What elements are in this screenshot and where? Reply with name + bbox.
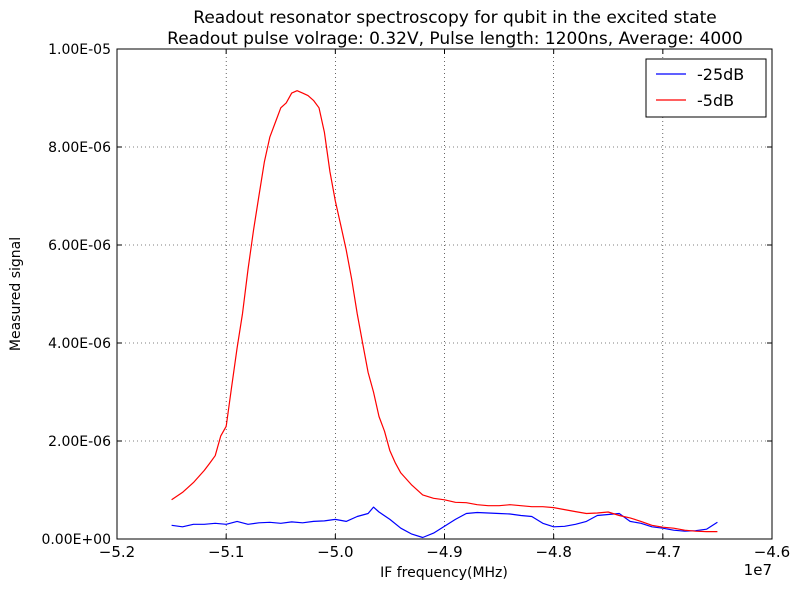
x-tick-label: −5.0 <box>317 543 353 561</box>
legend-label-5db: -5dB <box>697 91 734 110</box>
series-lines <box>171 90 718 539</box>
x-axis-offset-label: 1e7 <box>744 561 772 579</box>
x-tick-label: −4.9 <box>426 543 462 561</box>
x-tick-label: −4.7 <box>645 543 681 561</box>
x-tick-label: −4.8 <box>535 543 571 561</box>
grid-lines <box>117 49 772 539</box>
y-axis-label: Measured signal <box>8 237 24 351</box>
legend-label-25db: -25dB <box>697 65 744 84</box>
chart-subtitle: Readout pulse volrage: 0.32V, Pulse leng… <box>167 29 743 49</box>
y-tick-label: 2.00E-06 <box>48 434 111 450</box>
series-line-25db <box>171 506 718 539</box>
y-tick-label: 6.00E-06 <box>48 238 111 254</box>
legend-box <box>645 58 767 118</box>
y-tick-label: 1.00E-05 <box>48 42 111 58</box>
y-tick-label: 0.00E+00 <box>41 532 111 548</box>
axis-ticks: −5.2 −5.1 −5.0 −4.9 −4.8 −4.7 −4.6 0.00E+00 2.00… <box>41 42 790 561</box>
x-tick-label: −4.6 <box>754 543 790 561</box>
x-axis-label: IF frequency(MHz) <box>380 565 508 581</box>
legend: -25dB -5dB <box>645 58 767 118</box>
y-tick-label: 4.00E-06 <box>48 336 111 352</box>
x-tick-label: −5.1 <box>208 543 244 561</box>
series-line-5db <box>171 90 718 533</box>
y-tick-label: 8.00E-06 <box>48 140 111 156</box>
chart-title: Readout resonator spectroscopy for qubit… <box>193 8 716 28</box>
x-tick-label: −5.2 <box>99 543 135 561</box>
